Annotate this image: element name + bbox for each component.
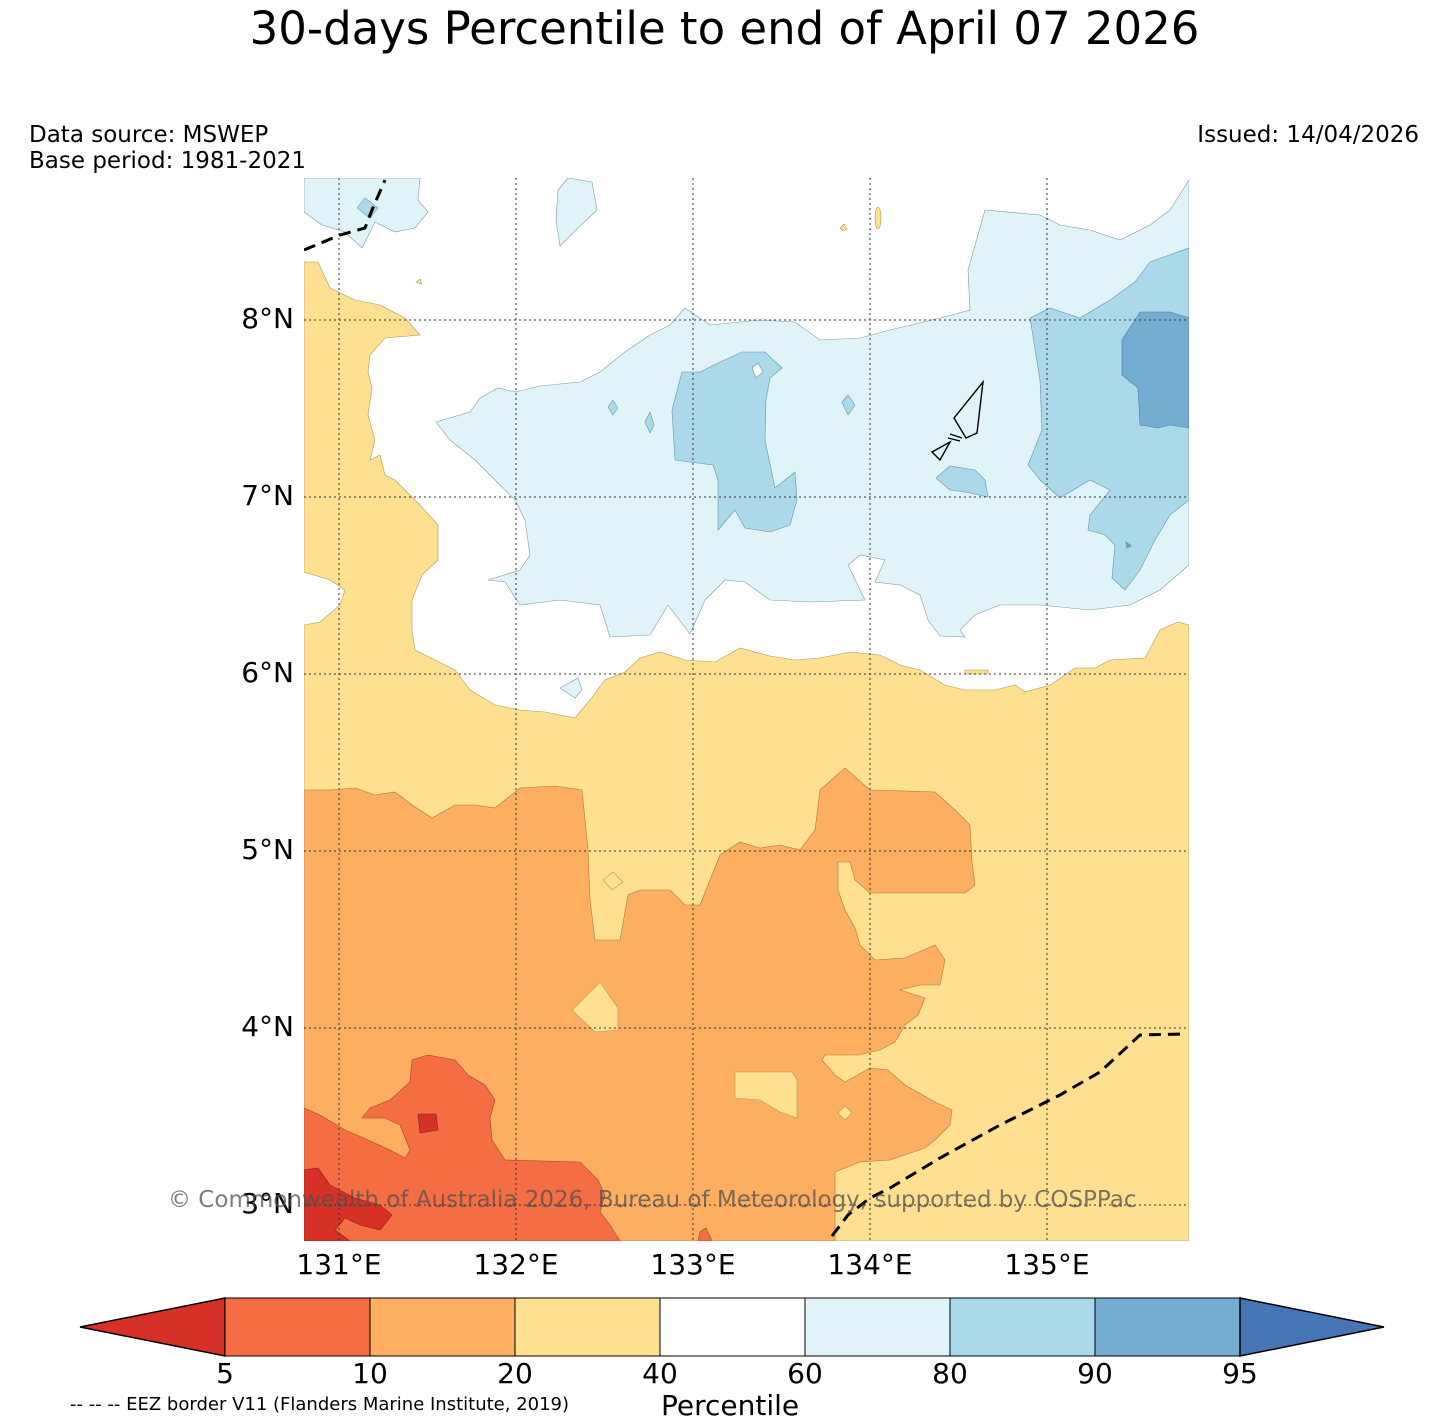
lon-label-134e: 134°E [827,1248,913,1281]
region-60-80 [555,178,598,247]
lon-label-135e: 135°E [1004,1248,1090,1281]
colorbar-segment [514,1297,661,1357]
region-below-5 [304,1167,393,1241]
region-20-40 [837,1105,853,1121]
colorbar-tick: 20 [497,1357,533,1390]
colorbar-segment [659,1297,806,1357]
eez-border [304,179,387,252]
region-5-10 [697,1227,713,1241]
region-20-40 [571,981,619,1033]
lat-label-7n: 7°N [241,479,294,512]
colorbar-tick: 95 [1222,1357,1258,1390]
base-period: Base period: 1981-2021 [29,148,307,174]
colorbar-tick: 80 [932,1357,968,1390]
data-source-info: Data source: MSWEP Base period: 1981-202… [29,122,306,174]
colorbar-segment [804,1297,951,1357]
region-20-40 [415,278,423,285]
region-80-90 [356,197,379,219]
region-80-90 [644,411,655,434]
region-80-90 [607,399,619,416]
region-80-90 [671,351,798,533]
map-title: 30-days Percentile to end of April 07 20… [249,2,1200,55]
colorbar [79,1297,1385,1357]
lat-label-4n: 4°N [241,1010,294,1043]
region-20-40 [964,669,989,675]
data-source: Data source: MSWEP [29,122,269,148]
region-90-95 [1125,541,1132,549]
region-90-95 [1121,311,1189,429]
region-80-90 [841,394,856,416]
colorbar-extend-high [1239,1297,1385,1357]
lon-label-131e: 131°E [296,1248,382,1281]
lat-label-8n: 8°N [241,302,294,335]
colorbar-segment [224,1297,371,1357]
region-below-5 [417,1113,439,1134]
colorbar-segment [1094,1297,1241,1357]
region-60-80 [559,677,583,699]
colorbar-label: Percentile [661,1389,800,1422]
colorbar-segment [369,1297,516,1357]
colorbar-extend-low [79,1297,226,1357]
colorbar-tick: 5 [216,1357,234,1390]
colorbar-tick: 90 [1077,1357,1113,1390]
region-80-90 [935,465,989,498]
colorbar-tick: 60 [787,1357,823,1390]
lon-label-133e: 133°E [650,1248,736,1281]
island-outline [930,379,984,462]
colorbar-tick: 40 [642,1357,678,1390]
region-5-10 [304,1054,621,1241]
map-panel [304,178,1189,1241]
eez-border [830,1032,1186,1237]
region-20-40 [874,206,882,230]
region-20-40 [734,1071,798,1119]
lat-label-6n: 6°N [241,656,294,689]
lat-label-3n: 3°N [241,1187,294,1220]
colorbar-tick: 10 [352,1357,388,1390]
copyright-notice: © Commonwealth of Australia 2026, Bureau… [168,1187,1137,1213]
lat-label-5n: 5°N [241,833,294,866]
lon-label-132e: 132°E [473,1248,559,1281]
colorbar-segment [949,1297,1096,1357]
issued-date: Issued: 14/04/2026 [1197,122,1419,148]
region-20-40 [602,871,624,891]
eez-legend: -- -- -- EEZ border V11 (Flanders Marine… [70,1394,570,1415]
graticule [304,178,1189,1241]
region-20-40 [839,223,848,232]
region-40-60 [751,362,764,379]
